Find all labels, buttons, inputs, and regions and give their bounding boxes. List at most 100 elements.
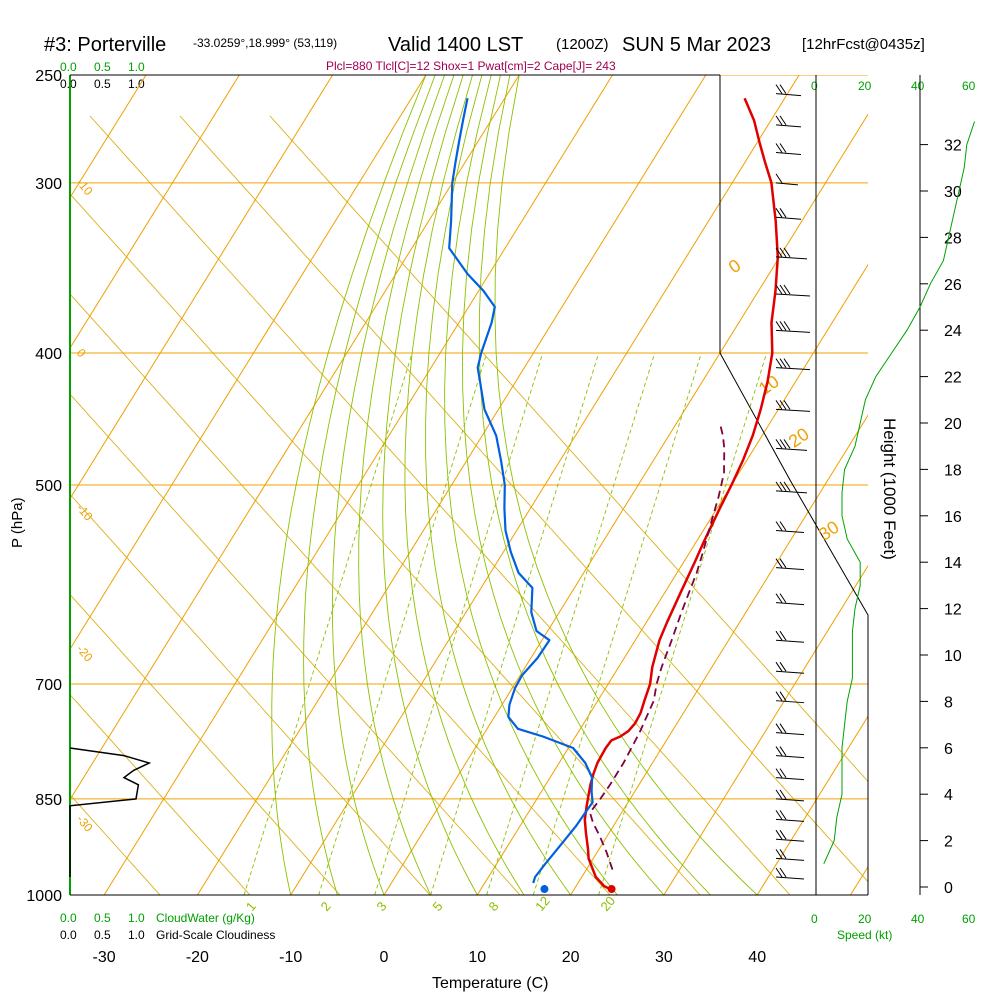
dry-adiabat-line bbox=[70, 593, 341, 895]
wind-barb-flag bbox=[775, 746, 783, 756]
wind-barb bbox=[775, 798, 805, 802]
height-tick-label: 28 bbox=[944, 230, 962, 247]
cloud-water-title: CloudWater (g/Kg) bbox=[156, 911, 255, 925]
mixing-ratio-label: 8 bbox=[485, 899, 501, 914]
speed-bottom-label-3: 60 bbox=[962, 912, 976, 926]
wind-barb-flag bbox=[779, 661, 787, 672]
wind-barb bbox=[775, 447, 808, 451]
background-lines bbox=[70, 75, 868, 895]
cloud-scale-bottom-green-2: 1.0 bbox=[128, 911, 145, 925]
chart-title-valid: Valid 1400 LST bbox=[388, 34, 523, 56]
height-tick-label: 24 bbox=[944, 323, 962, 340]
wind-barb-flag bbox=[779, 84, 787, 94]
isotherm-label: -10 bbox=[74, 501, 96, 524]
wind-barb-flag bbox=[779, 789, 787, 800]
wind-barb bbox=[775, 876, 805, 880]
wind-barb bbox=[775, 700, 805, 704]
dewpoint-surface-marker bbox=[540, 885, 549, 894]
wind-barb bbox=[775, 93, 802, 97]
wind-barb-flag bbox=[779, 521, 787, 531]
wind-barb-flag bbox=[779, 810, 787, 820]
pressure-tick-label: 850 bbox=[35, 792, 62, 809]
temperature-surface-marker bbox=[607, 885, 616, 894]
height-tick-label: 10 bbox=[944, 648, 962, 665]
height-tick-label: 20 bbox=[944, 416, 962, 433]
height-tick-label: 30 bbox=[944, 184, 962, 201]
height-axis-label: Height (1000 Feet) bbox=[880, 418, 899, 560]
wind-barb-flag bbox=[779, 849, 787, 859]
wind-barb-flag bbox=[779, 558, 787, 568]
wind-barb-flag bbox=[775, 284, 783, 295]
height-tick-label: 2 bbox=[944, 834, 953, 851]
isotherm-label: -20 bbox=[74, 642, 96, 665]
wind-barb-flag bbox=[779, 400, 787, 410]
moist-adiabat-line bbox=[494, 75, 758, 895]
pressure-tick-label: 400 bbox=[35, 346, 62, 363]
wind-barb-flag bbox=[775, 208, 783, 218]
wind-barb-flag bbox=[775, 829, 783, 840]
cloud-scale-top-green-0: 0.0 bbox=[60, 60, 77, 74]
wind-barb-flag bbox=[779, 867, 787, 878]
height-tick-label: 4 bbox=[944, 787, 953, 804]
cloud-scale-bottom-green-1: 0.5 bbox=[94, 911, 111, 925]
mixing-ratio-line bbox=[598, 352, 768, 895]
wind-barb-flag bbox=[775, 661, 783, 672]
temperature-tick-label: 20 bbox=[562, 949, 580, 966]
wind-barb-flag bbox=[783, 439, 791, 449]
wind-barb-flag bbox=[775, 691, 783, 701]
height-tick-label: 14 bbox=[944, 555, 962, 572]
wind-barb-flag bbox=[779, 115, 787, 126]
wind-barb-flag bbox=[783, 284, 791, 295]
height-tick-label: 8 bbox=[944, 694, 953, 711]
moist-adiabat-line bbox=[271, 75, 427, 895]
wind-barb bbox=[775, 329, 811, 333]
moist-adiabat-line bbox=[382, 75, 478, 895]
moist-adiabat-line bbox=[358, 75, 455, 895]
wind-barb bbox=[775, 857, 805, 861]
wind-barb-flag bbox=[783, 321, 791, 331]
wind-barb bbox=[775, 408, 811, 412]
wind-barb-flag bbox=[779, 630, 787, 641]
mixing-ratio-label: 20 bbox=[597, 893, 618, 914]
wind-barb-flag bbox=[779, 593, 787, 603]
chart-title-station: #3: Porterville bbox=[44, 34, 166, 56]
temperature-tick-label: -10 bbox=[279, 949, 302, 966]
chart-title-forecast: [12hrFcst@0435z] bbox=[802, 36, 925, 53]
height-tick-label: 12 bbox=[944, 602, 962, 619]
wind-barb-flag bbox=[775, 143, 783, 153]
mixing-ratio-line bbox=[318, 352, 488, 895]
speed-axis-title: Speed (kt) bbox=[837, 928, 892, 942]
isotherm-line bbox=[850, 865, 868, 895]
temperature-tick-label: 40 bbox=[748, 949, 766, 966]
cloud-scale-top-black-1: 0.5 bbox=[94, 77, 111, 91]
wind-barb-flag bbox=[775, 849, 783, 859]
isotherm-line bbox=[70, 75, 240, 350]
height-tick-label: 18 bbox=[944, 462, 962, 479]
cloud-scale-bottom-black-2: 1.0 bbox=[128, 928, 145, 942]
wind-barb bbox=[775, 732, 805, 736]
wind-barb bbox=[775, 216, 802, 220]
wind-barb bbox=[775, 293, 811, 297]
speed-bottom-label-1: 20 bbox=[858, 912, 872, 926]
speed-bottom-label-2: 40 bbox=[911, 912, 925, 926]
right-terrain-frame bbox=[719, 352, 869, 895]
cloud-scale-top-green-2: 1.0 bbox=[128, 60, 145, 74]
wind-barb-flag bbox=[783, 358, 791, 368]
height-tick-label: 22 bbox=[944, 370, 962, 387]
wind-barb-flag bbox=[775, 810, 783, 820]
wind-barb-flag bbox=[775, 768, 783, 778]
cloud-scale-top-green-1: 0.5 bbox=[94, 60, 111, 74]
wind-barb-flag bbox=[775, 789, 783, 800]
temperature-tick-label: -30 bbox=[93, 949, 116, 966]
mixing-ratio-line bbox=[374, 352, 544, 895]
moist-adiabat-line bbox=[462, 75, 665, 895]
moist-adiabat-line bbox=[478, 75, 711, 895]
pressure-tick-label: 300 bbox=[35, 176, 62, 193]
wind-barb-flag bbox=[779, 358, 787, 368]
pressure-tick-label: 250 bbox=[35, 68, 62, 85]
moist-adiabat-line bbox=[444, 75, 618, 895]
height-tick-label: 16 bbox=[944, 509, 962, 526]
pressure-tick-label: 1000 bbox=[26, 888, 62, 905]
